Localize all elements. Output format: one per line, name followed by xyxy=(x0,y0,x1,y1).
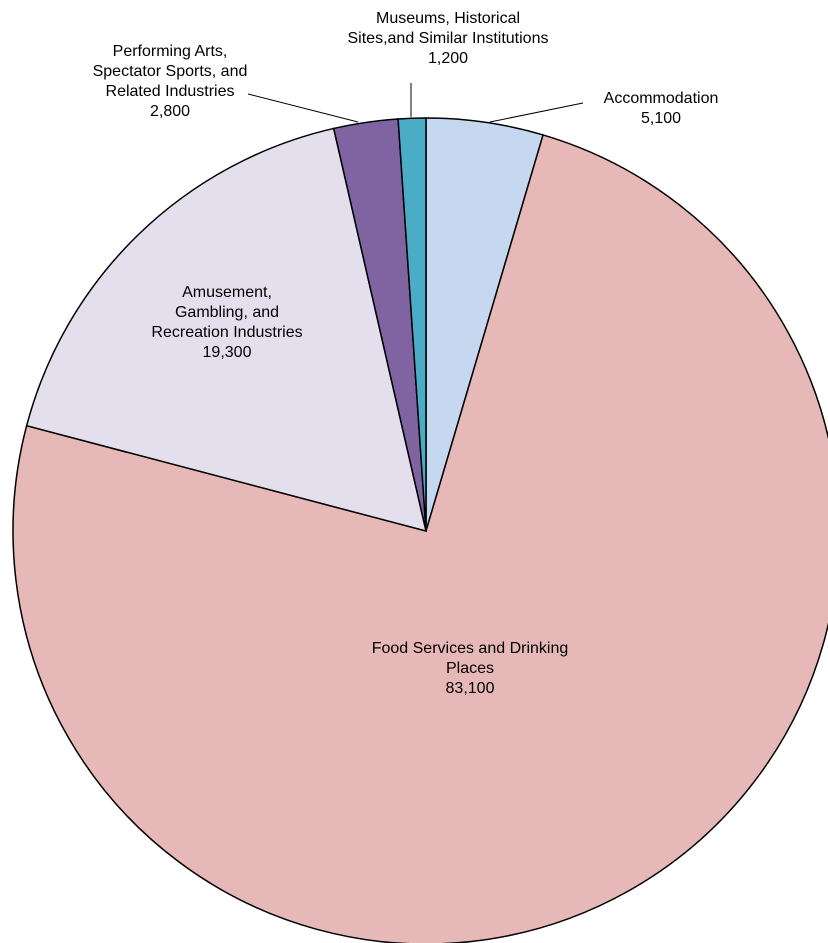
slice-label: Performing Arts, Spectator Sports, and Rel… xyxy=(93,43,248,120)
slice-label: Food Services and Drinking Places 83,100 xyxy=(372,640,569,697)
leader-line xyxy=(489,102,584,123)
slice-label-line: Food Services and Drinking xyxy=(372,640,569,657)
slice-label-line: 83,100 xyxy=(446,680,495,697)
slice-label: Museums, Historical Sites,and Similar Ins… xyxy=(348,10,549,67)
slice-label-line: Spectator Sports, and xyxy=(93,63,248,80)
slice-label-line: Recreation Industries xyxy=(151,324,302,341)
slice-label-line: Related Industries xyxy=(106,83,235,100)
slice-label-line: 1,200 xyxy=(428,50,468,67)
leader-line xyxy=(247,93,359,123)
pie-slice-amusement-gambling-and-recreation-industries xyxy=(25,127,428,533)
slice-label-line: 5,100 xyxy=(641,110,681,127)
slice-label-line: Accommodation xyxy=(604,90,719,107)
slice-label-line: Museums, Historical xyxy=(376,10,520,27)
slice-label-line: Performing Arts, xyxy=(113,43,228,60)
slice-label: Accommodation 5,100 xyxy=(604,90,719,127)
pie-slice-food-services-and-drinking-places xyxy=(12,134,828,943)
slice-label: Amusement, Gambling, and Recreation Indust… xyxy=(151,284,302,361)
pie-slice-museums-historical-sites-and-similar-institutions xyxy=(397,117,427,532)
slice-label-line: Gambling, and xyxy=(175,304,279,321)
slice-label-line: Amusement, xyxy=(182,284,272,301)
slices-layer xyxy=(12,117,828,943)
slice-label-line: Places xyxy=(446,660,494,677)
slice-label-line: 19,300 xyxy=(203,344,252,361)
labels-layer: Accommodation 5,100 Food Services and Drin… xyxy=(93,10,719,697)
slice-label-line: 2,800 xyxy=(150,103,190,120)
leader-lines-layer xyxy=(247,83,584,123)
slice-label-line: Sites,and Similar Institutions xyxy=(348,30,549,47)
